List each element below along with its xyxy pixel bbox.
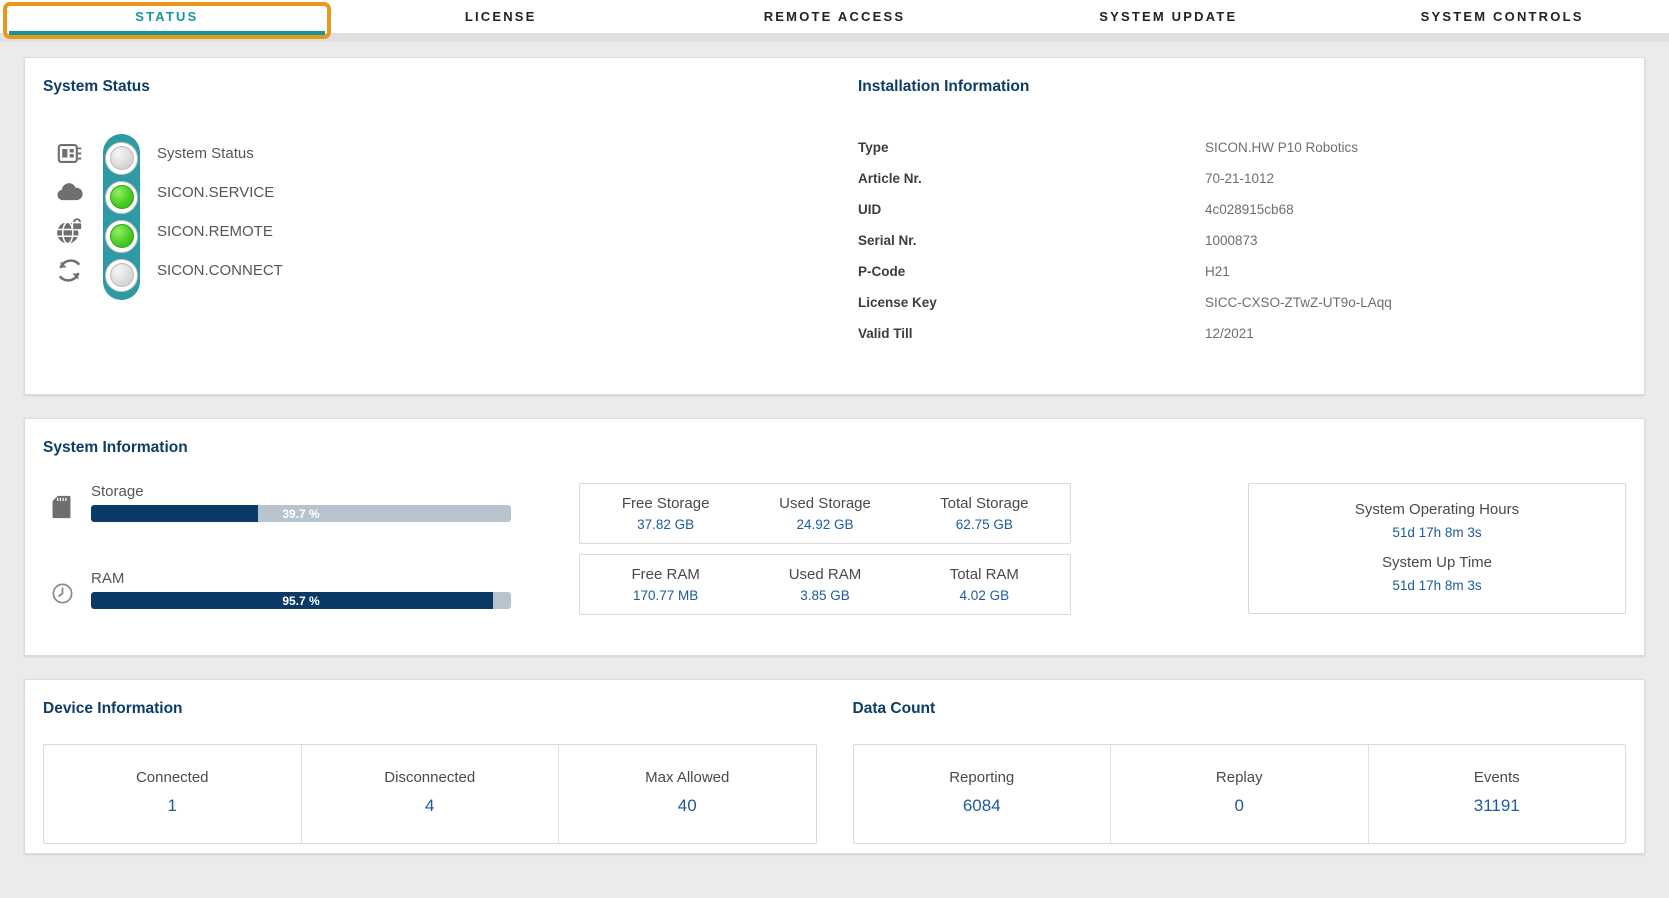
status-light-sicon-service <box>109 185 134 209</box>
tab-remote-access[interactable]: REMOTE ACCESS <box>668 0 1002 33</box>
status-light-ring <box>105 219 138 253</box>
tab-license-label: LICENSE <box>464 9 537 24</box>
device-information-title: Device Information <box>43 700 183 717</box>
free-ram-stat: Free RAM 170.77 MB <box>631 566 700 603</box>
status-light-sicon-connect <box>109 263 134 287</box>
free-storage-stat: Free Storage 37.82 GB <box>621 495 710 532</box>
storage-progress-fill <box>91 505 258 522</box>
replay-stat: Replay 0 <box>1110 745 1368 843</box>
total-ram-stat: Total RAM 4.02 GB <box>949 566 1019 603</box>
kv-row-valid-till: Valid Till 12/2021 <box>858 326 1254 341</box>
data-count-title: Data Count <box>852 700 936 717</box>
system-status-title: System Status <box>43 78 150 95</box>
kv-row-uid: UID 4c028915cb68 <box>858 202 1294 217</box>
disconnected-stat: Disconnected 4 <box>300 745 559 843</box>
tab-system-controls-label: SYSTEM CONTROLS <box>1420 9 1584 24</box>
tab-system-update[interactable]: SYSTEM UPDATE <box>1001 0 1335 33</box>
ram-percent-text: 95.7 % <box>282 593 320 608</box>
kv-row-serial-nr: Serial Nr. 1000873 <box>858 233 1258 248</box>
tab-system-controls[interactable]: SYSTEM CONTROLS <box>1335 0 1669 33</box>
system-information-card: System Information Storage 3 <box>24 418 1645 656</box>
system-board-icon <box>51 134 87 172</box>
status-item-label: System Status <box>157 144 254 162</box>
installation-information-title: Installation Information <box>858 78 1030 95</box>
globe-lock-icon <box>51 212 87 250</box>
storage-gauge-label: Storage <box>91 483 144 500</box>
system-operating-hours-stat: System Operating Hours 51d 17h 8m 3s <box>1354 501 1520 540</box>
tab-remote-access-label: REMOTE ACCESS <box>763 9 906 24</box>
top-tab-bar: STATUS LICENSE REMOTE ACCESS SYSTEM UPDA… <box>0 0 1669 42</box>
sd-card-icon <box>51 483 91 524</box>
events-stat: Events 31191 <box>1367 745 1626 843</box>
status-traffic-light-pill <box>103 134 140 300</box>
uptime-box: System Operating Hours 51d 17h 8m 3s Sys… <box>1248 483 1626 614</box>
status-installation-card: System Status <box>24 57 1645 395</box>
reporting-stat: Reporting 6084 <box>949 769 1015 815</box>
sync-icon <box>51 251 87 289</box>
installation-kv-list: Type SICON.HW P10 Robotics Article Nr. 7… <box>858 132 1626 349</box>
page-content: System Status <box>0 42 1669 854</box>
status-light-sicon-remote <box>109 224 134 248</box>
status-item-label: SICON.REMOTE <box>157 222 273 240</box>
status-icon-column <box>51 134 87 300</box>
active-tab-underline <box>9 31 325 35</box>
ram-stats-box: Free RAM 170.77 MB Used RAM 3.85 GB Tota… <box>579 554 1071 615</box>
used-ram-stat: Used RAM 3.85 GB <box>788 566 862 603</box>
tab-system-update-label: SYSTEM UPDATE <box>1099 9 1238 24</box>
used-storage-stat: Used Storage 24.92 GB <box>779 495 871 532</box>
kv-row-type: Type SICON.HW P10 Robotics <box>858 140 1359 155</box>
system-information-title: System Information <box>43 439 188 456</box>
kv-row-license-key: License Key SICC-CXSO-ZTwZ-UT9o-LAqq <box>858 295 1392 310</box>
status-light-ring <box>105 180 138 214</box>
ram-progress-fill <box>91 592 493 609</box>
ram-progress-bar: 95.7 % <box>91 592 511 609</box>
installation-information-section: Installation Information Type SICON.HW P… <box>833 78 1626 374</box>
ram-gauge-label: RAM <box>91 570 125 587</box>
tab-status-label: STATUS <box>135 9 199 24</box>
system-status-section: System Status <box>43 78 833 374</box>
device-information-box: Connected 1 Disconnected 4 Max Allowed 4… <box>43 744 817 844</box>
ram-gauge: RAM 95.7 % <box>51 570 579 610</box>
max-allowed-stat: Max Allowed 40 <box>558 745 816 843</box>
kv-row-p-code: P-Code H21 <box>858 264 1230 279</box>
status-item-label: SICON.CONNECT <box>157 261 283 279</box>
data-count-box: Reporting 6084 Replay 0 Events 31191 <box>852 744 1626 844</box>
data-count-section: Data Count Reporting 6084 Replay 0 Event… <box>852 700 1626 844</box>
tab-license[interactable]: LICENSE <box>334 0 668 33</box>
status-label-column: System Status SICON.SERVICE SICON.REMOTE… <box>157 134 283 300</box>
kv-row-article-nr: Article Nr. 70-21-1012 <box>858 171 1275 186</box>
storage-progress-bar: 39.7 % <box>91 505 511 522</box>
device-information-section: Device Information Connected 1 Disconnec… <box>43 700 817 844</box>
tab-status[interactable]: STATUS <box>0 0 334 39</box>
storage-stats-box: Free Storage 37.82 GB Used Storage 24.92… <box>579 483 1071 544</box>
status-light-ring <box>105 258 138 292</box>
connected-stat: Connected 1 <box>135 769 209 815</box>
storage-ram-stats: Free Storage 37.82 GB Used Storage 24.92… <box>579 483 1071 656</box>
status-light-block: System Status SICON.SERVICE SICON.REMOTE… <box>51 134 833 300</box>
status-item-label: SICON.SERVICE <box>157 183 275 201</box>
status-light-ring <box>105 141 138 175</box>
clock-icon <box>51 570 91 610</box>
storage-gauge: Storage 39.7 % <box>51 483 579 524</box>
status-light-system-status <box>109 146 134 170</box>
cloud-icon <box>51 173 87 211</box>
usage-gauges: Storage 39.7 % <box>43 483 579 656</box>
device-data-card: Device Information Connected 1 Disconnec… <box>24 679 1645 854</box>
system-up-time-stat: System Up Time 51d 17h 8m 3s <box>1381 554 1493 593</box>
total-storage-stat: Total Storage 62.75 GB <box>940 495 1029 532</box>
storage-percent-text: 39.7 % <box>282 506 320 521</box>
